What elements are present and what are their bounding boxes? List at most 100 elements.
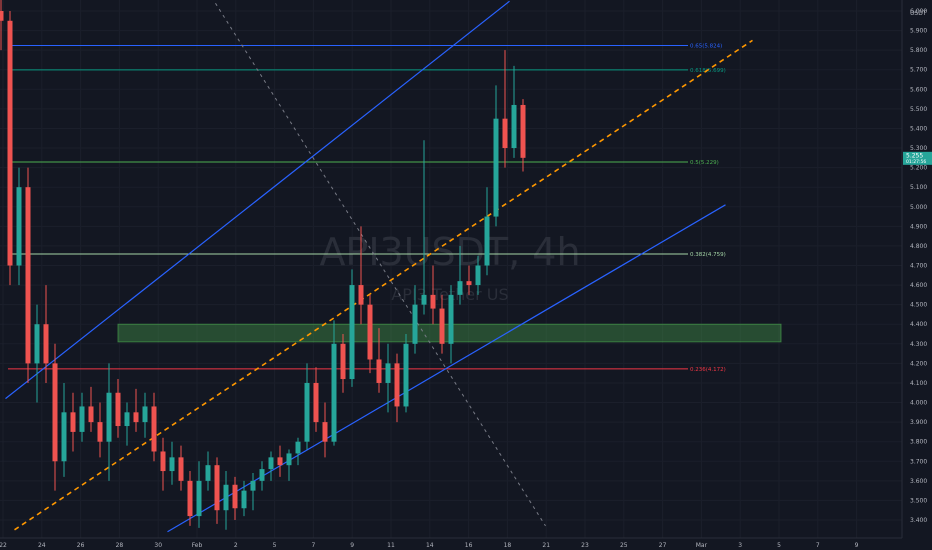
candle[interactable]	[151, 392, 157, 462]
candle-body	[7, 20, 13, 266]
candle-body	[367, 304, 373, 360]
candle[interactable]	[268, 451, 274, 481]
candle[interactable]	[241, 480, 247, 517]
candle[interactable]	[367, 294, 373, 374]
time-tick-label: 18	[504, 542, 512, 549]
candle[interactable]	[430, 265, 436, 325]
candle[interactable]	[448, 285, 454, 364]
candle[interactable]	[421, 140, 427, 315]
candle[interactable]	[196, 461, 202, 528]
candle[interactable]	[232, 476, 238, 520]
candle-body	[151, 406, 157, 452]
time-axis[interactable]: 22 24 26 28 30 Feb 2 5 7 9 11 14 16 18 21 23 25 27 Mar 3 5 7 9	[0, 537, 932, 550]
candle[interactable]	[205, 451, 211, 491]
candle[interactable]	[25, 167, 31, 383]
candle-body	[295, 441, 301, 454]
candle[interactable]	[0, 0, 4, 51]
fib-level-label: 0.382(4.759)	[690, 252, 726, 258]
candle[interactable]	[43, 285, 49, 383]
candle-body	[196, 480, 202, 517]
time-tick-label: 14	[426, 542, 434, 549]
candle[interactable]	[187, 471, 193, 526]
candle[interactable]	[502, 50, 508, 168]
grid	[0, 0, 902, 538]
candles[interactable]	[0, 0, 526, 530]
time-tick-label: Feb	[192, 542, 203, 549]
candle[interactable]	[286, 449, 292, 481]
candle[interactable]	[304, 363, 310, 450]
candle[interactable]	[511, 65, 517, 158]
channel-mid-dashed-line[interactable]	[14, 39, 753, 531]
fib-retracement[interactable]: 0.65(5.824) 0.618(5.699) 0.5(5.229) 0.382(4…	[8, 43, 726, 373]
candle-body	[124, 412, 130, 427]
candle[interactable]	[97, 402, 103, 458]
candle[interactable]	[259, 461, 265, 491]
candle[interactable]	[340, 334, 346, 393]
price-tag-box	[903, 151, 932, 165]
candle-body	[214, 465, 220, 511]
price-axis[interactable]: USDT 6.000 5.900 5.800 5.700 5.600 5.500 5.400…	[901, 0, 932, 550]
candle[interactable]	[403, 334, 409, 413]
candle-body	[187, 480, 193, 517]
candle[interactable]	[214, 457, 220, 524]
price-tick-label: 3.700	[910, 458, 927, 465]
candle-body	[376, 359, 382, 383]
candle-body	[259, 469, 265, 481]
candle[interactable]	[295, 437, 301, 466]
candle[interactable]	[124, 402, 130, 446]
price-tick-label: 3.800	[910, 439, 927, 446]
candle[interactable]	[79, 392, 85, 442]
price-tick-label: 5.600	[910, 86, 927, 93]
price-tick-label: 4.600	[910, 282, 927, 289]
time-tick-label: 25	[620, 542, 628, 549]
time-tick-label: 9	[350, 542, 354, 549]
candle[interactable]	[106, 363, 112, 481]
candle[interactable]	[322, 402, 328, 458]
candle[interactable]	[394, 353, 400, 423]
diagonal-dotted-line[interactable]	[208, 0, 546, 527]
candle[interactable]	[34, 304, 40, 403]
candle[interactable]	[223, 471, 229, 530]
candle[interactable]	[250, 473, 256, 511]
candle[interactable]	[358, 226, 364, 325]
candle-body	[70, 412, 76, 432]
candle[interactable]	[133, 388, 139, 432]
candle[interactable]	[520, 99, 526, 172]
candle[interactable]	[385, 343, 391, 413]
candle[interactable]	[169, 441, 175, 485]
candle[interactable]	[52, 343, 58, 491]
candle-body	[250, 480, 256, 491]
candle-body	[331, 343, 337, 442]
candle[interactable]	[412, 285, 418, 354]
candle[interactable]	[439, 294, 445, 354]
candle[interactable]	[178, 445, 184, 491]
candle-body	[241, 490, 247, 509]
candle[interactable]	[61, 382, 67, 477]
candle-body	[106, 392, 112, 442]
candle[interactable]	[331, 320, 337, 446]
candle[interactable]	[493, 85, 499, 227]
candle-body	[448, 294, 454, 344]
candle[interactable]	[313, 367, 319, 432]
price-tick-label: 4.200	[910, 360, 927, 367]
candle[interactable]	[457, 245, 463, 305]
time-axis-background	[0, 538, 932, 550]
candle[interactable]	[115, 379, 121, 438]
candle[interactable]	[16, 167, 22, 286]
price-tick-label: 5.900	[910, 28, 927, 35]
candle[interactable]	[484, 187, 490, 276]
candle[interactable]	[7, 11, 13, 286]
candle[interactable]	[160, 437, 166, 491]
channel-upper-line[interactable]	[5, 0, 510, 400]
candle[interactable]	[466, 265, 472, 295]
candle[interactable]	[376, 328, 382, 393]
candle-body	[43, 324, 49, 364]
candle[interactable]	[349, 269, 355, 387]
candle[interactable]	[70, 392, 76, 452]
candle[interactable]	[142, 392, 148, 438]
candle[interactable]	[475, 255, 481, 295]
candle[interactable]	[88, 386, 94, 432]
price-tick-label: 4.400	[910, 321, 927, 328]
candle[interactable]	[277, 445, 283, 477]
